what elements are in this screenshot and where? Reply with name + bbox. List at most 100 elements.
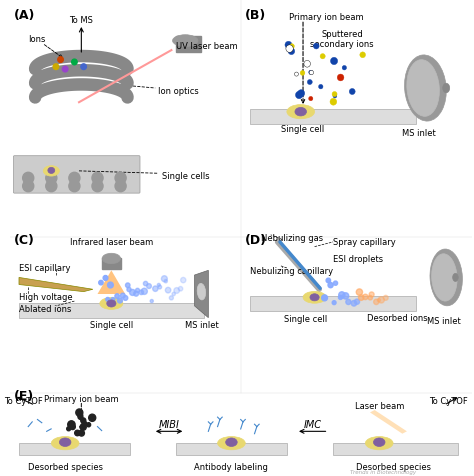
Circle shape [330,58,337,66]
Circle shape [307,80,312,85]
Ellipse shape [407,60,439,117]
Text: Nebulizing gas: Nebulizing gas [262,233,324,242]
Text: Single cell: Single cell [284,315,327,323]
Ellipse shape [310,294,319,301]
Circle shape [53,65,59,70]
Text: To CyTOF: To CyTOF [429,396,468,405]
Text: Ablated ions: Ablated ions [19,304,72,313]
Ellipse shape [59,438,71,446]
Circle shape [326,278,330,283]
Circle shape [285,42,292,50]
Text: (D): (D) [245,234,267,247]
Text: Ion optics: Ion optics [157,87,198,96]
Text: Laser beam: Laser beam [355,401,404,410]
Circle shape [23,181,34,192]
Ellipse shape [100,298,123,310]
Circle shape [374,299,379,305]
Circle shape [82,421,87,426]
Text: MS inlet: MS inlet [184,321,219,329]
Circle shape [78,413,82,418]
Ellipse shape [51,436,79,450]
Text: Antibody labeling: Antibody labeling [194,462,268,471]
Polygon shape [98,271,125,294]
Circle shape [23,173,34,184]
Circle shape [322,295,328,301]
Circle shape [134,291,138,297]
Ellipse shape [226,438,237,446]
Circle shape [349,89,355,95]
Circle shape [115,173,126,184]
Polygon shape [370,410,407,434]
Circle shape [286,46,293,53]
Ellipse shape [404,56,447,122]
Circle shape [332,92,337,98]
Circle shape [69,181,80,192]
Circle shape [87,423,91,427]
Ellipse shape [365,436,393,450]
Circle shape [76,409,83,416]
Circle shape [358,295,364,301]
Circle shape [338,296,343,300]
Text: MS inlet: MS inlet [427,316,461,325]
Circle shape [383,296,388,301]
Circle shape [355,299,360,305]
Circle shape [92,173,103,184]
Circle shape [304,61,310,68]
Circle shape [89,414,96,421]
Text: Ions: Ions [28,35,46,44]
Circle shape [172,293,175,296]
Circle shape [337,75,344,82]
Circle shape [295,92,303,99]
Ellipse shape [303,292,326,304]
Polygon shape [250,297,416,311]
Circle shape [377,299,381,302]
Ellipse shape [43,166,59,177]
Circle shape [46,181,57,192]
Polygon shape [333,443,458,455]
Ellipse shape [197,284,206,300]
Ellipse shape [287,105,315,119]
Ellipse shape [432,254,457,301]
Circle shape [115,294,119,299]
Circle shape [369,292,374,298]
Circle shape [343,293,349,299]
Circle shape [294,73,299,77]
Circle shape [80,424,86,430]
Text: Desorbed species: Desorbed species [356,462,430,471]
Circle shape [118,298,122,303]
Text: MS inlet: MS inlet [401,129,435,138]
Text: To MS: To MS [69,16,93,25]
Ellipse shape [218,436,245,450]
Circle shape [378,297,384,303]
Text: MIBI: MIBI [159,419,180,429]
Circle shape [68,421,75,428]
Text: Single cell: Single cell [282,125,325,133]
Circle shape [115,181,126,192]
Circle shape [174,288,180,294]
Ellipse shape [295,108,307,117]
Circle shape [351,301,357,307]
FancyBboxPatch shape [176,37,201,53]
Circle shape [309,71,313,76]
Text: Primary ion beam: Primary ion beam [44,394,118,403]
Text: Spray capillary: Spray capillary [333,238,396,247]
Circle shape [290,45,294,50]
Text: Sputtered
secondary ions: Sputtered secondary ions [310,30,374,49]
Ellipse shape [453,274,458,282]
Circle shape [288,49,295,56]
Circle shape [146,284,151,289]
Text: Desorbed species: Desorbed species [27,462,103,471]
Ellipse shape [102,254,120,264]
Circle shape [111,298,115,302]
Circle shape [123,296,128,301]
Circle shape [70,424,75,430]
Circle shape [328,283,333,288]
Circle shape [300,71,305,76]
Circle shape [81,65,86,70]
Circle shape [332,301,336,305]
Text: To CyTOF: To CyTOF [4,396,43,405]
Circle shape [126,283,130,288]
Polygon shape [194,271,209,318]
Circle shape [153,287,158,292]
Circle shape [72,60,77,66]
